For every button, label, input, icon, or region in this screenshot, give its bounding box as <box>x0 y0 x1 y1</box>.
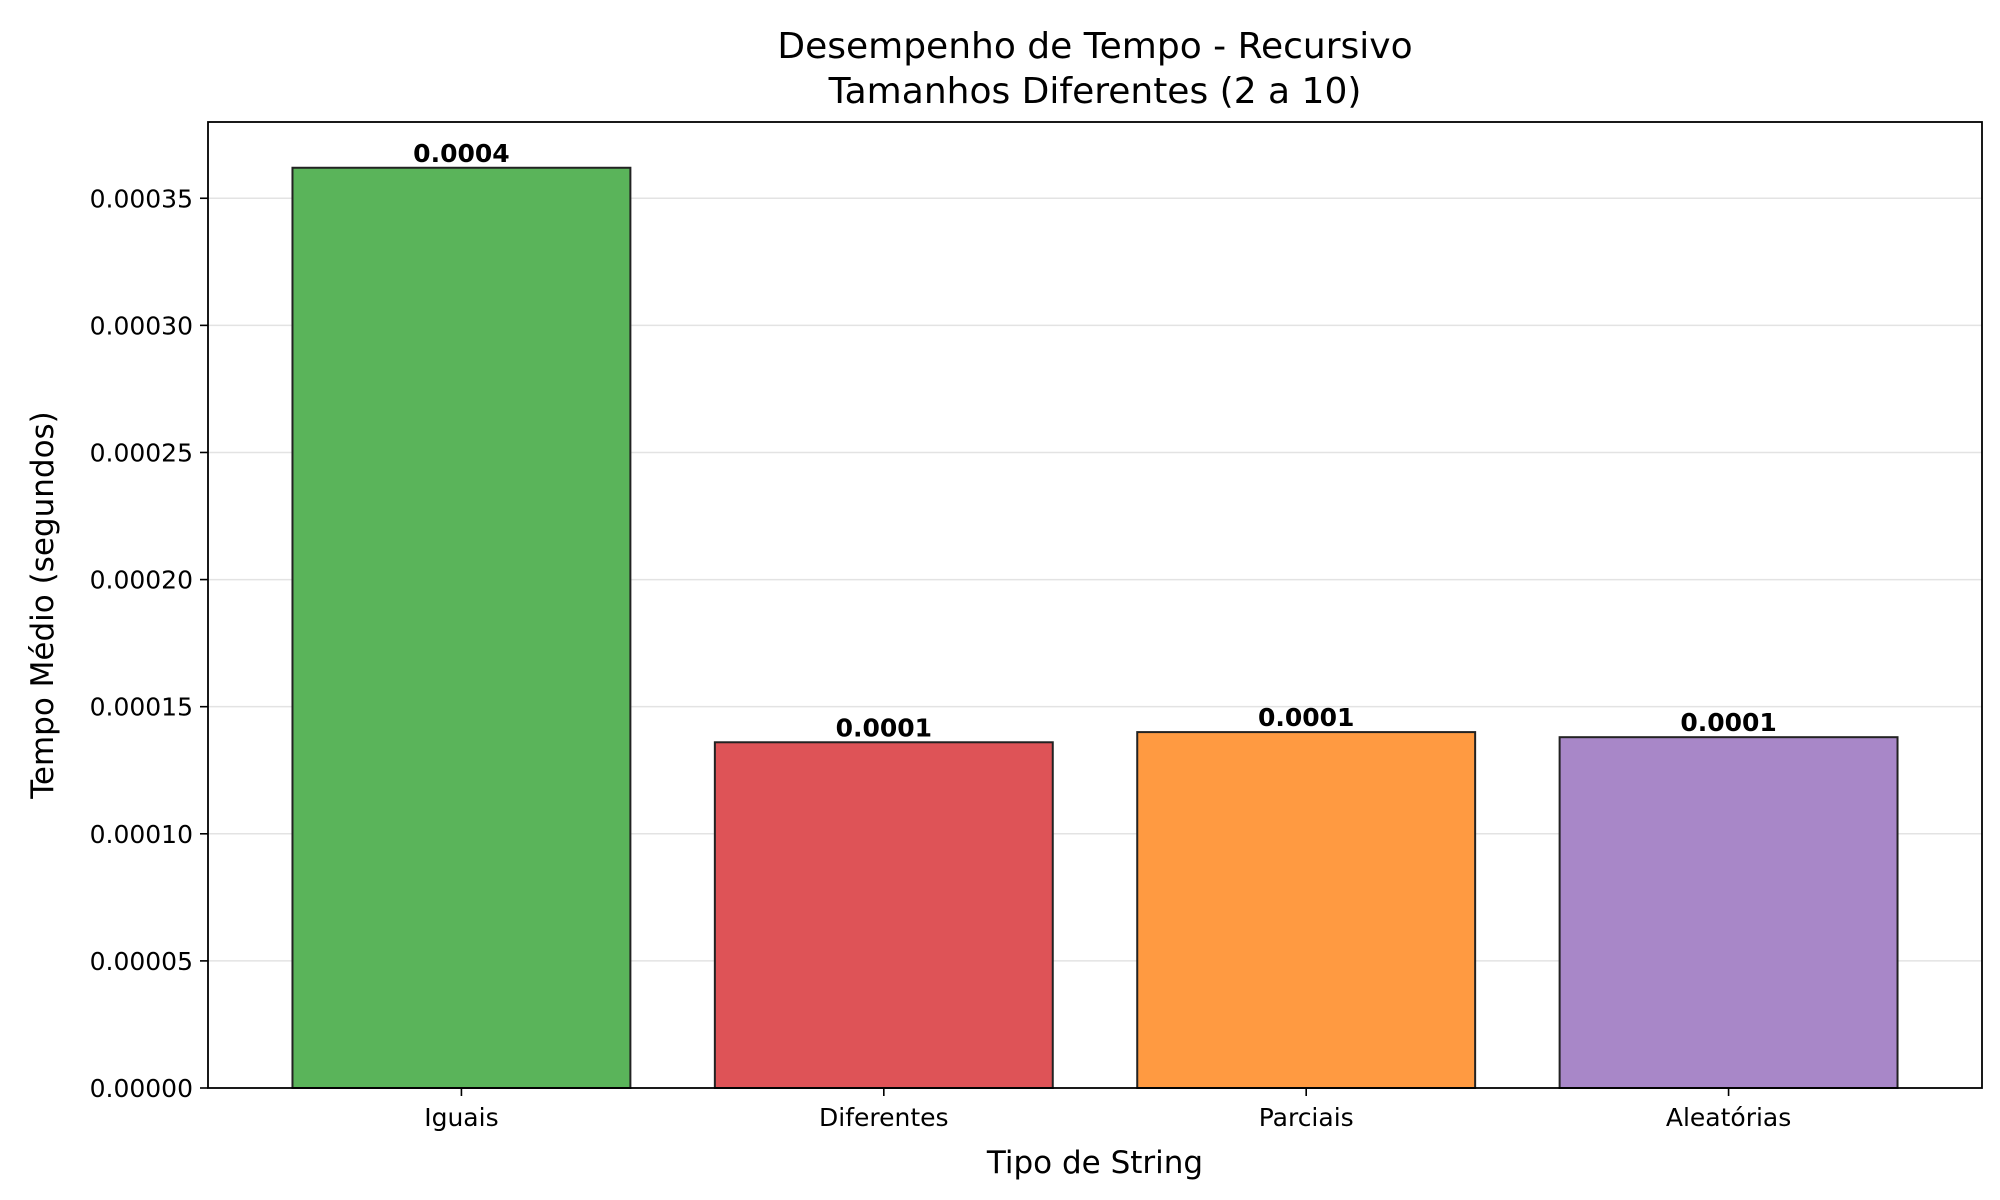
y-tick-label: 0.00035 <box>90 184 193 213</box>
y-tick-label: 0.00020 <box>90 566 193 595</box>
chart-title: Desempenho de Tempo - Recursivo <box>777 26 1412 67</box>
y-axis-label: Tempo Médio (segundos) <box>25 411 61 800</box>
y-tick-label: 0.00025 <box>90 438 193 467</box>
bar-value-label: 0.0001 <box>1258 703 1354 732</box>
plot-frame <box>207 121 1983 1089</box>
x-tick-label: Aleatórias <box>1666 1103 1791 1132</box>
y-axis-ticks: 0.00000 0.00005 0.00010 0.00015 0.00020 0.000… <box>90 184 208 1103</box>
bar-3 <box>1136 731 1477 1090</box>
y-tick-label: 0.00015 <box>90 693 193 722</box>
bar-4 <box>1558 736 1899 1089</box>
bar-value-label: 0.0001 <box>1680 708 1776 737</box>
bar-2 <box>713 741 1054 1089</box>
y-tick-label: 0.00010 <box>90 820 193 849</box>
bar-data-labels: 0.0004 0.0001 0.0001 0.0001 <box>413 139 1777 743</box>
chart-subtitle: Tamanhos Diferentes (2 a 10) <box>828 71 1362 112</box>
y-tick-label: 0.00030 <box>90 311 193 340</box>
bar-value-label: 0.0004 <box>413 139 509 168</box>
bar-1 <box>291 166 632 1090</box>
x-tick-label: Iguais <box>424 1103 498 1132</box>
y-tick-label: 0.00000 <box>90 1074 193 1103</box>
x-axis-ticks: Iguais Diferentes Parciais Aleatórias <box>424 1088 1791 1132</box>
x-axis-label: Tipo de String <box>986 1145 1203 1181</box>
y-tick-label: 0.00005 <box>90 947 193 976</box>
bar-value-label: 0.0001 <box>836 713 932 742</box>
x-tick-label: Parciais <box>1259 1103 1354 1132</box>
x-tick-label: Diferentes <box>819 1103 949 1132</box>
